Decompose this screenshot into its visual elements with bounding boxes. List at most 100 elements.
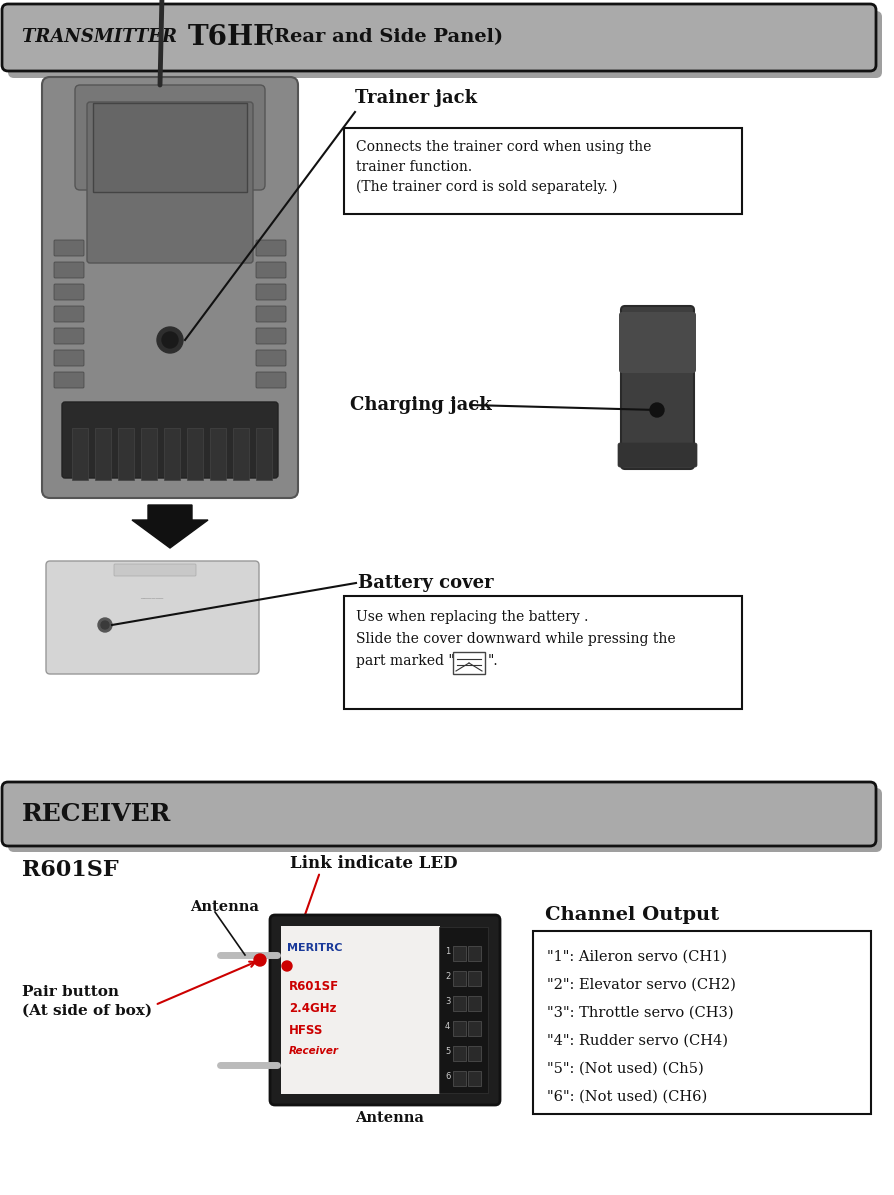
- FancyBboxPatch shape: [256, 284, 286, 300]
- Text: "1": Aileron servo (CH1): "1": Aileron servo (CH1): [546, 950, 726, 964]
- Text: part marked ": part marked ": [356, 654, 454, 668]
- Text: 2.4GHz: 2.4GHz: [289, 1001, 336, 1015]
- Text: 5: 5: [444, 1047, 450, 1055]
- FancyBboxPatch shape: [75, 85, 265, 190]
- Text: 3: 3: [444, 997, 450, 1006]
- FancyBboxPatch shape: [54, 284, 84, 300]
- Text: 1: 1: [444, 946, 450, 956]
- FancyBboxPatch shape: [87, 102, 253, 263]
- Text: Link indicate LED: Link indicate LED: [290, 854, 457, 871]
- Text: (Rear and Side Panel): (Rear and Side Panel): [257, 27, 502, 45]
- FancyBboxPatch shape: [618, 443, 696, 467]
- FancyBboxPatch shape: [533, 931, 870, 1114]
- FancyBboxPatch shape: [452, 1021, 466, 1036]
- Text: R601SF: R601SF: [289, 980, 339, 993]
- FancyBboxPatch shape: [452, 652, 485, 674]
- FancyBboxPatch shape: [118, 428, 134, 480]
- FancyBboxPatch shape: [232, 428, 249, 480]
- Text: MERITRC: MERITRC: [287, 943, 342, 952]
- FancyBboxPatch shape: [452, 1046, 466, 1060]
- FancyBboxPatch shape: [8, 11, 881, 78]
- Text: Antenna: Antenna: [355, 1111, 424, 1124]
- FancyBboxPatch shape: [46, 560, 258, 674]
- FancyBboxPatch shape: [439, 927, 487, 1093]
- Circle shape: [97, 618, 112, 632]
- Text: ".: ".: [487, 654, 498, 668]
- Text: Antenna: Antenna: [190, 900, 258, 914]
- FancyBboxPatch shape: [452, 945, 466, 961]
- Text: HFSS: HFSS: [289, 1024, 323, 1037]
- Text: "6": (Not used) (CH6): "6": (Not used) (CH6): [546, 1090, 706, 1104]
- FancyBboxPatch shape: [256, 428, 272, 480]
- FancyBboxPatch shape: [256, 327, 286, 344]
- Text: Trainer jack: Trainer jack: [355, 88, 477, 108]
- FancyBboxPatch shape: [54, 350, 84, 366]
- FancyBboxPatch shape: [95, 428, 111, 480]
- FancyBboxPatch shape: [468, 995, 480, 1011]
- Text: "3": Throttle servo (CH3): "3": Throttle servo (CH3): [546, 1006, 733, 1021]
- FancyBboxPatch shape: [270, 915, 500, 1105]
- FancyBboxPatch shape: [2, 782, 875, 846]
- Text: 6: 6: [444, 1072, 450, 1080]
- FancyBboxPatch shape: [93, 103, 247, 192]
- Text: R601SF: R601SF: [22, 859, 119, 881]
- Polygon shape: [131, 505, 207, 549]
- FancyBboxPatch shape: [42, 76, 298, 498]
- Circle shape: [162, 332, 178, 348]
- Text: "5": (Not used) (Ch5): "5": (Not used) (Ch5): [546, 1062, 703, 1076]
- Circle shape: [254, 954, 266, 966]
- FancyBboxPatch shape: [452, 970, 466, 986]
- FancyBboxPatch shape: [468, 1071, 480, 1085]
- Circle shape: [156, 327, 182, 353]
- FancyBboxPatch shape: [256, 372, 286, 388]
- FancyBboxPatch shape: [187, 428, 203, 480]
- FancyBboxPatch shape: [256, 240, 286, 256]
- Circle shape: [282, 961, 291, 972]
- FancyBboxPatch shape: [343, 128, 741, 214]
- FancyBboxPatch shape: [620, 306, 693, 468]
- FancyBboxPatch shape: [468, 970, 480, 986]
- FancyBboxPatch shape: [164, 428, 180, 480]
- FancyBboxPatch shape: [619, 312, 696, 373]
- FancyBboxPatch shape: [54, 240, 84, 256]
- Text: Channel Output: Channel Output: [544, 906, 718, 924]
- Text: RECEIVER: RECEIVER: [22, 802, 171, 826]
- FancyBboxPatch shape: [281, 926, 440, 1093]
- FancyBboxPatch shape: [210, 428, 226, 480]
- FancyBboxPatch shape: [452, 1071, 466, 1085]
- Text: Receiver: Receiver: [289, 1046, 339, 1056]
- FancyBboxPatch shape: [256, 306, 286, 321]
- FancyBboxPatch shape: [54, 372, 84, 388]
- Text: "2": Elevator servo (CH2): "2": Elevator servo (CH2): [546, 978, 735, 992]
- Text: 4: 4: [444, 1022, 450, 1031]
- Circle shape: [649, 403, 663, 417]
- FancyBboxPatch shape: [114, 564, 196, 576]
- Text: Connects the trainer cord when using the
trainer function.
(The trainer cord is : Connects the trainer cord when using the…: [356, 140, 651, 194]
- FancyBboxPatch shape: [62, 402, 278, 478]
- Text: Slide the cover downward while pressing the: Slide the cover downward while pressing …: [356, 632, 675, 646]
- FancyBboxPatch shape: [256, 350, 286, 366]
- FancyBboxPatch shape: [141, 428, 156, 480]
- Text: "4": Rudder servo (CH4): "4": Rudder servo (CH4): [546, 1034, 727, 1048]
- FancyBboxPatch shape: [72, 428, 88, 480]
- FancyBboxPatch shape: [256, 262, 286, 278]
- Text: Battery cover: Battery cover: [358, 574, 493, 592]
- Circle shape: [101, 621, 109, 629]
- FancyBboxPatch shape: [468, 1046, 480, 1060]
- Text: ______: ______: [140, 590, 164, 600]
- FancyBboxPatch shape: [54, 327, 84, 344]
- FancyBboxPatch shape: [452, 995, 466, 1011]
- FancyBboxPatch shape: [343, 596, 741, 709]
- Text: 2: 2: [444, 972, 450, 981]
- Text: T6HF: T6HF: [188, 24, 274, 50]
- FancyBboxPatch shape: [2, 4, 875, 71]
- FancyBboxPatch shape: [54, 306, 84, 321]
- FancyBboxPatch shape: [8, 788, 881, 852]
- Text: Use when replacing the battery .: Use when replacing the battery .: [356, 609, 587, 624]
- FancyBboxPatch shape: [468, 945, 480, 961]
- Text: TRANSMITTER: TRANSMITTER: [22, 27, 183, 45]
- Text: Pair button
(At side of box): Pair button (At side of box): [22, 985, 152, 1017]
- FancyBboxPatch shape: [54, 262, 84, 278]
- FancyBboxPatch shape: [468, 1021, 480, 1036]
- Text: Charging jack: Charging jack: [350, 396, 491, 413]
